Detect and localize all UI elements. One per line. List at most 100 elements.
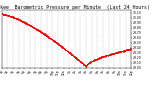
Point	[9, 16, 11, 17]
Point	[25, 23, 28, 24]
Point	[54, 41, 56, 42]
Point	[106, 55, 108, 56]
Point	[121, 51, 123, 52]
Point	[1, 13, 3, 14]
Point	[29, 25, 32, 27]
Point	[37, 30, 40, 32]
Point	[50, 38, 52, 39]
Point	[49, 39, 52, 40]
Point	[33, 27, 35, 29]
Point	[117, 51, 120, 53]
Point	[114, 52, 117, 54]
Point	[17, 19, 20, 20]
Point	[69, 53, 72, 54]
Point	[55, 42, 57, 43]
Point	[112, 52, 114, 54]
Point	[60, 45, 62, 47]
Point	[46, 35, 48, 36]
Point	[104, 56, 106, 57]
Point	[116, 51, 118, 53]
Point	[107, 55, 109, 56]
Point	[45, 35, 48, 37]
Point	[76, 58, 78, 59]
Point	[87, 62, 90, 64]
Point	[72, 55, 74, 56]
Point	[56, 42, 58, 44]
Point	[105, 55, 108, 57]
Point	[82, 64, 84, 65]
Point	[2, 14, 5, 15]
Point	[88, 62, 90, 64]
Point	[101, 56, 103, 58]
Point	[123, 50, 125, 51]
Point	[124, 50, 126, 52]
Point	[95, 59, 97, 60]
Point	[60, 46, 63, 47]
Point	[87, 63, 89, 64]
Point	[56, 43, 59, 44]
Point	[85, 65, 87, 66]
Point	[97, 58, 100, 60]
Point	[34, 27, 37, 29]
Point	[38, 30, 40, 31]
Point	[28, 24, 30, 25]
Point	[69, 53, 72, 54]
Point	[87, 62, 89, 64]
Point	[87, 63, 90, 64]
Point	[81, 63, 84, 65]
Point	[72, 56, 75, 57]
Point	[108, 55, 110, 56]
Point	[70, 52, 72, 54]
Point	[2, 14, 5, 15]
Point	[76, 59, 79, 60]
Point	[74, 56, 76, 58]
Point	[122, 50, 124, 51]
Point	[58, 44, 60, 46]
Point	[51, 39, 54, 40]
Point	[35, 29, 37, 30]
Point	[125, 50, 127, 51]
Point	[25, 23, 28, 24]
Point	[126, 50, 129, 51]
Point	[8, 15, 11, 16]
Point	[87, 62, 90, 63]
Point	[12, 17, 15, 18]
Point	[118, 51, 120, 53]
Point	[29, 25, 31, 26]
Point	[39, 31, 41, 32]
Point	[92, 59, 95, 60]
Point	[70, 54, 73, 55]
Point	[38, 30, 41, 31]
Point	[103, 55, 105, 57]
Point	[82, 63, 84, 64]
Point	[20, 20, 23, 22]
Point	[125, 49, 128, 50]
Point	[83, 64, 86, 66]
Point	[50, 38, 52, 39]
Point	[100, 56, 103, 57]
Point	[94, 58, 96, 60]
Point	[112, 53, 115, 54]
Point	[36, 29, 39, 31]
Point	[108, 54, 110, 55]
Point	[37, 30, 40, 31]
Point	[3, 14, 6, 15]
Point	[121, 51, 123, 52]
Point	[27, 24, 30, 25]
Point	[66, 50, 68, 51]
Point	[61, 46, 63, 47]
Point	[96, 58, 99, 60]
Point	[66, 50, 68, 52]
Point	[67, 51, 70, 53]
Point	[36, 29, 38, 30]
Point	[35, 28, 38, 30]
Point	[14, 17, 17, 19]
Point	[20, 20, 23, 21]
Point	[120, 51, 122, 52]
Point	[21, 21, 23, 22]
Point	[7, 14, 10, 16]
Point	[52, 39, 55, 41]
Point	[26, 23, 28, 25]
Point	[79, 61, 82, 62]
Point	[120, 51, 122, 52]
